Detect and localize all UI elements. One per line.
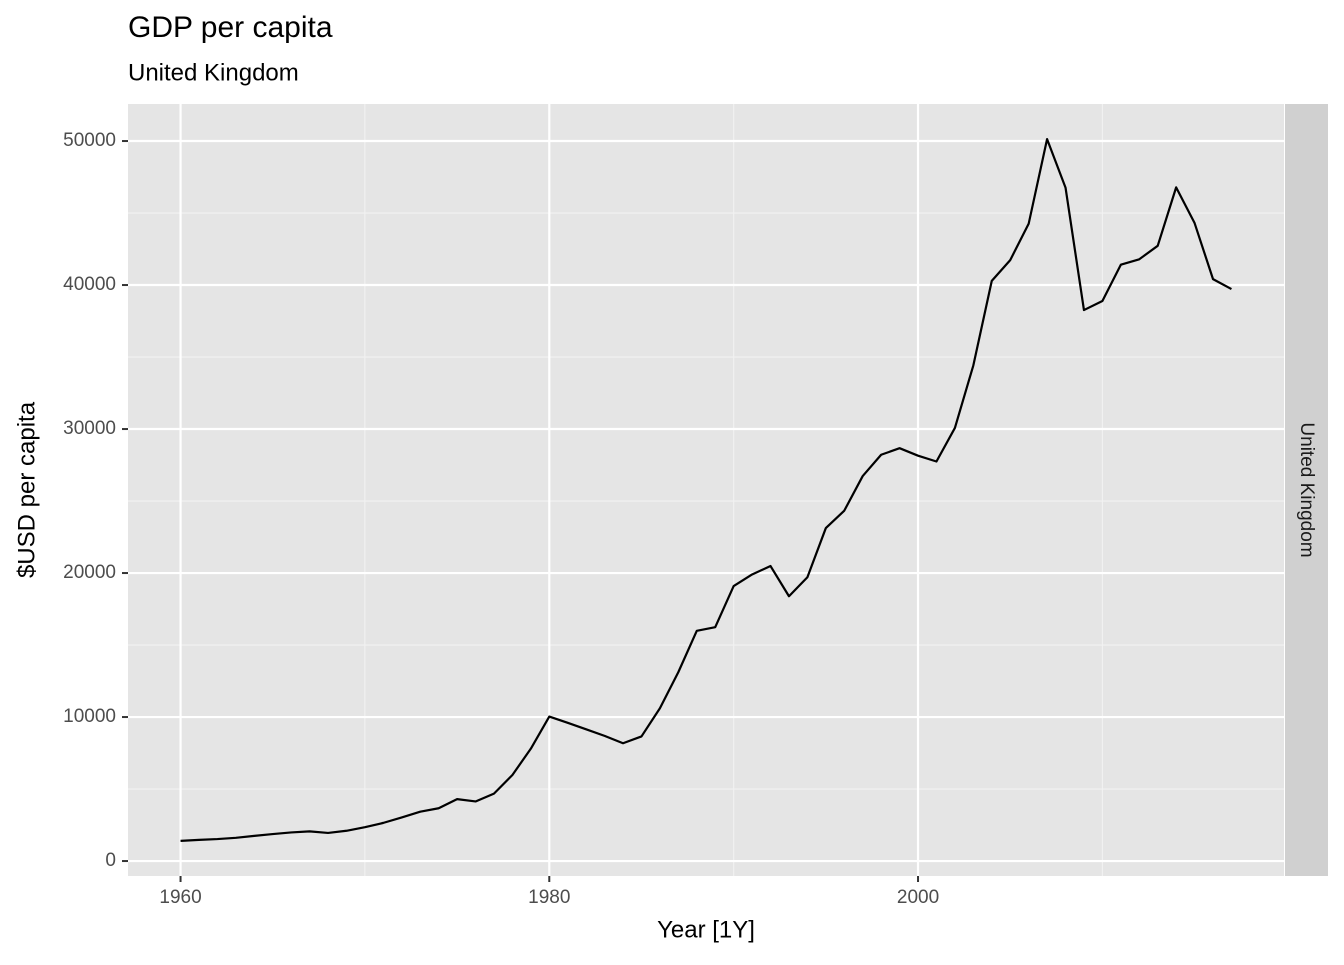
panel xyxy=(128,104,1284,876)
facet-strip xyxy=(1285,104,1328,876)
x-axis-title: Year [1Y] xyxy=(657,916,755,943)
y-tick-label: 50000 xyxy=(63,130,116,151)
y-tick-label: 30000 xyxy=(63,418,116,439)
chart-title: GDP per capita xyxy=(128,11,333,44)
series-line xyxy=(180,137,1232,843)
x-tick-label: 2000 xyxy=(897,887,939,908)
y-tick-label: 10000 xyxy=(63,706,116,727)
y-tick-label: 40000 xyxy=(63,274,116,295)
x-tick-label: 1960 xyxy=(159,887,201,908)
x-tick-label: 1980 xyxy=(528,887,570,908)
y-tick-label: 20000 xyxy=(63,562,116,583)
facet-label: United Kingdom xyxy=(1296,422,1317,557)
y-axis-title: $USD per capita xyxy=(13,401,40,578)
chart-subtitle: United Kingdom xyxy=(128,59,299,86)
y-tick-label: 0 xyxy=(105,850,116,871)
